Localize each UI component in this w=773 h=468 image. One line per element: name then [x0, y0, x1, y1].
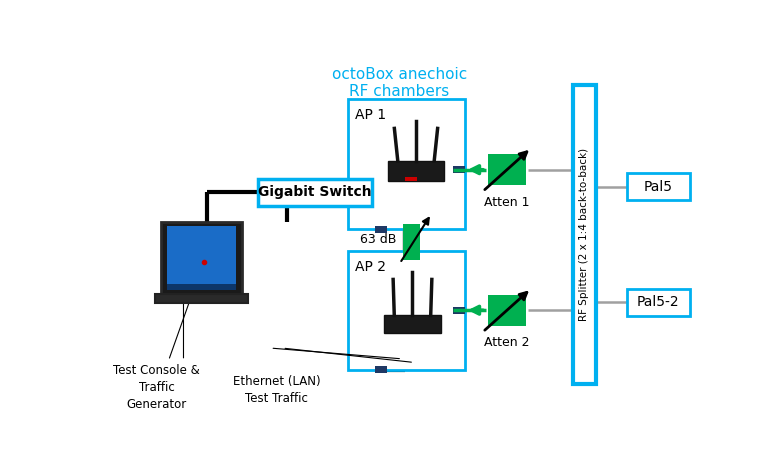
Text: AP 1: AP 1	[356, 109, 386, 123]
FancyBboxPatch shape	[375, 366, 387, 373]
FancyBboxPatch shape	[155, 294, 248, 303]
FancyBboxPatch shape	[627, 289, 690, 315]
Text: Pal5-2: Pal5-2	[637, 295, 679, 309]
FancyBboxPatch shape	[387, 161, 444, 181]
FancyBboxPatch shape	[488, 154, 526, 185]
FancyBboxPatch shape	[403, 224, 420, 260]
Text: AP 2: AP 2	[356, 260, 386, 274]
Text: RF Splitter (2 x 1:4 back-to-back): RF Splitter (2 x 1:4 back-to-back)	[579, 148, 589, 321]
Text: 63 dB: 63 dB	[359, 234, 397, 247]
FancyBboxPatch shape	[161, 222, 242, 294]
FancyBboxPatch shape	[453, 166, 465, 173]
Text: Test Console &
Traffic
Generator: Test Console & Traffic Generator	[113, 364, 200, 411]
FancyBboxPatch shape	[167, 284, 236, 290]
FancyBboxPatch shape	[348, 251, 465, 370]
Text: Pal5: Pal5	[644, 180, 673, 194]
Text: Ethernet (LAN)
Test Traffic: Ethernet (LAN) Test Traffic	[233, 375, 320, 405]
FancyBboxPatch shape	[384, 315, 441, 334]
FancyBboxPatch shape	[348, 99, 465, 229]
Text: Atten 1: Atten 1	[484, 196, 530, 209]
FancyBboxPatch shape	[404, 177, 417, 181]
Text: Gigabit Switch: Gigabit Switch	[258, 185, 372, 199]
FancyBboxPatch shape	[167, 226, 236, 290]
FancyBboxPatch shape	[488, 295, 526, 326]
FancyBboxPatch shape	[627, 173, 690, 200]
FancyBboxPatch shape	[573, 85, 596, 384]
Text: Atten 2: Atten 2	[484, 336, 530, 349]
Text: octoBox anechoic
RF chambers: octoBox anechoic RF chambers	[332, 67, 467, 99]
FancyBboxPatch shape	[453, 307, 465, 314]
FancyBboxPatch shape	[375, 226, 387, 233]
FancyBboxPatch shape	[258, 179, 373, 206]
